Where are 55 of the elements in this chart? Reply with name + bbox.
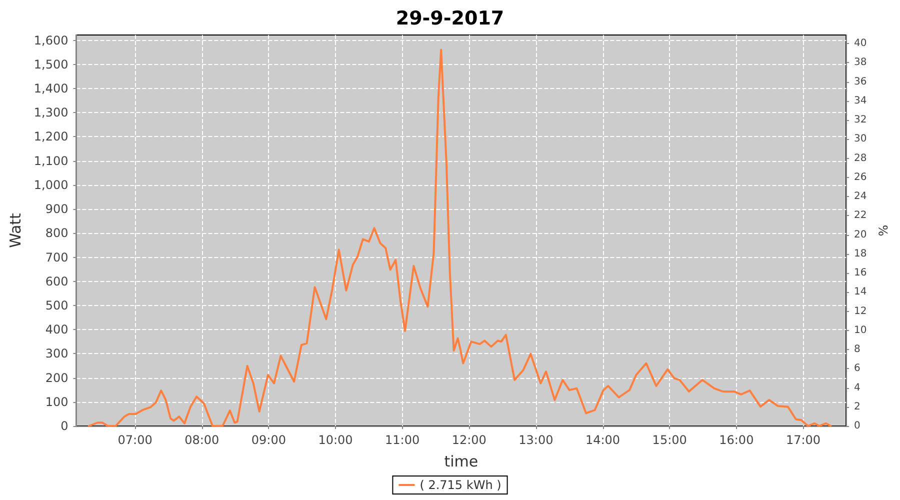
y2-tick-label: 28 [854,152,867,164]
y-tick-label: 0 [60,419,68,433]
y-tick-label: 600 [45,274,68,288]
y2-tick-label: 18 [854,248,867,260]
x-tick-label: 16:00 [719,433,754,447]
y-tick-label: 200 [45,370,68,385]
y2-tick-label: 0 [854,420,860,432]
x-tick-label: 10:00 [318,433,353,447]
x-tick-label: 12:00 [452,433,486,447]
y-tick-label: 1,000 [34,178,68,192]
y2-tick-label: 4 [854,382,860,394]
x-tick-label: 14:00 [585,433,620,447]
y2-tick-label: 20 [854,229,867,240]
y-tick-label: 400 [45,322,68,337]
x-axis-title: time [444,452,478,470]
y2-tick-label: 10 [854,324,867,336]
y2-tick-label: 36 [854,76,867,88]
y2-tick-label: 6 [854,363,860,374]
y2-tick-label: 30 [854,134,867,145]
legend-label: ( 2.715 kWh ) [420,478,502,492]
y2-tick-label: 2 [854,401,860,412]
chart-title: 29-9-2017 [396,8,504,30]
y-tick-label: 1,100 [34,154,68,168]
y2-tick-label: 24 [854,191,867,202]
x-tick-label: 08:00 [184,433,220,447]
y2-tick-label: 34 [854,95,867,106]
y2-tick-label: 40 [854,38,867,50]
y2-axis-title: % [876,224,891,236]
y-tick-label: 1,300 [34,106,68,120]
x-tick-label: 13:00 [518,433,554,447]
y2-tick-label: 12 [854,306,867,317]
y-tick-label: 700 [45,250,68,264]
y-tick-label: 300 [45,346,68,361]
y-tick-label: 900 [45,202,68,216]
y-tick-label: 100 [45,394,68,409]
y2-tick-label: 14 [854,286,867,298]
line-series [88,48,832,427]
y2-tick-label: 32 [854,114,867,126]
y-tick-label: 1,600 [34,33,68,48]
x-tick-label: 15:00 [652,433,687,447]
y-tick-label: 500 [45,298,68,312]
x-tick-label: 17:00 [786,433,821,447]
x-tick-label: 09:00 [251,433,286,447]
y2-tick-label: 26 [854,172,867,183]
x-tick-label: 11:00 [385,433,420,447]
y2-tick-label: 38 [854,57,867,68]
y2-tick-label: 16 [854,268,867,279]
y2-tick-label: 8 [854,344,860,356]
y-tick-label: 800 [45,226,68,240]
y-tick-label: 1,400 [34,82,68,96]
x-tick-label: 07:00 [118,433,152,447]
y-tick-label: 1,500 [34,57,68,72]
y-tick-label: 1,200 [34,130,68,144]
y2-tick-label: 22 [854,210,867,222]
y-axis-title: Watt [6,212,24,248]
